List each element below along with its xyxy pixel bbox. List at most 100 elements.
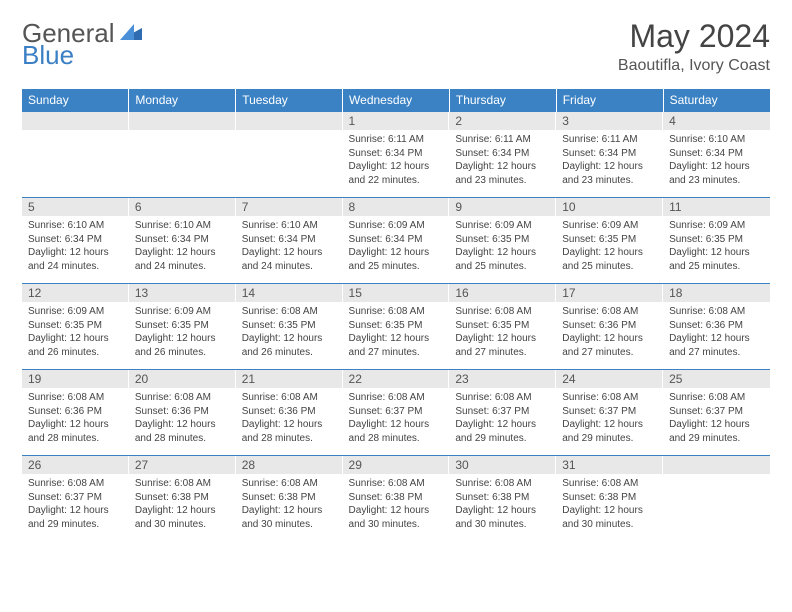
day-details: Sunrise: 6:08 AMSunset: 6:38 PMDaylight:… xyxy=(236,474,343,534)
day-details: Sunrise: 6:08 AMSunset: 6:38 PMDaylight:… xyxy=(449,474,556,534)
day-details: Sunrise: 6:11 AMSunset: 6:34 PMDaylight:… xyxy=(449,130,556,190)
daylight: Daylight: 12 hours and 30 minutes. xyxy=(242,504,337,531)
sunrise: Sunrise: 6:08 AM xyxy=(135,477,230,491)
daylight: Daylight: 12 hours and 30 minutes. xyxy=(349,504,444,531)
day-cell: 26Sunrise: 6:08 AMSunset: 6:37 PMDayligh… xyxy=(22,456,129,542)
daylight: Daylight: 12 hours and 30 minutes. xyxy=(455,504,550,531)
day-details: Sunrise: 6:08 AMSunset: 6:38 PMDaylight:… xyxy=(343,474,450,534)
day-details: Sunrise: 6:09 AMSunset: 6:34 PMDaylight:… xyxy=(343,216,450,276)
sunset: Sunset: 6:36 PM xyxy=(242,405,337,419)
sunset: Sunset: 6:36 PM xyxy=(669,319,764,333)
day-number: 3 xyxy=(556,112,663,130)
day-details: Sunrise: 6:08 AMSunset: 6:35 PMDaylight:… xyxy=(343,302,450,362)
daylight: Daylight: 12 hours and 28 minutes. xyxy=(349,418,444,445)
sunset: Sunset: 6:37 PM xyxy=(28,491,123,505)
sunset: Sunset: 6:36 PM xyxy=(562,319,657,333)
day-cell: 29Sunrise: 6:08 AMSunset: 6:38 PMDayligh… xyxy=(343,456,450,542)
sunset: Sunset: 6:37 PM xyxy=(562,405,657,419)
sunrise: Sunrise: 6:09 AM xyxy=(135,305,230,319)
day-cell xyxy=(663,456,770,542)
sunrise: Sunrise: 6:09 AM xyxy=(455,219,550,233)
daylight: Daylight: 12 hours and 24 minutes. xyxy=(28,246,123,273)
sunset: Sunset: 6:35 PM xyxy=(455,233,550,247)
day-cell: 9Sunrise: 6:09 AMSunset: 6:35 PMDaylight… xyxy=(449,198,556,284)
weekday-row: Sunday Monday Tuesday Wednesday Thursday… xyxy=(22,89,770,112)
day-cell: 28Sunrise: 6:08 AMSunset: 6:38 PMDayligh… xyxy=(236,456,343,542)
day-cell: 21Sunrise: 6:08 AMSunset: 6:36 PMDayligh… xyxy=(236,370,343,456)
logo-icon xyxy=(120,22,142,45)
sunrise: Sunrise: 6:08 AM xyxy=(455,477,550,491)
daylight: Daylight: 12 hours and 29 minutes. xyxy=(562,418,657,445)
week-row: 5Sunrise: 6:10 AMSunset: 6:34 PMDaylight… xyxy=(22,198,770,284)
day-details: Sunrise: 6:09 AMSunset: 6:35 PMDaylight:… xyxy=(663,216,770,276)
day-cell xyxy=(129,112,236,198)
daylight: Daylight: 12 hours and 27 minutes. xyxy=(562,332,657,359)
day-number: 5 xyxy=(22,198,129,216)
day-cell: 2Sunrise: 6:11 AMSunset: 6:34 PMDaylight… xyxy=(449,112,556,198)
sunset: Sunset: 6:37 PM xyxy=(455,405,550,419)
day-number: 27 xyxy=(129,456,236,474)
sunset: Sunset: 6:38 PM xyxy=(455,491,550,505)
sunrise: Sunrise: 6:08 AM xyxy=(242,477,337,491)
sunset: Sunset: 6:34 PM xyxy=(242,233,337,247)
sunset: Sunset: 6:37 PM xyxy=(669,405,764,419)
day-details: Sunrise: 6:08 AMSunset: 6:36 PMDaylight:… xyxy=(22,388,129,448)
daylight: Daylight: 12 hours and 25 minutes. xyxy=(669,246,764,273)
day-number: 8 xyxy=(343,198,450,216)
daylight: Daylight: 12 hours and 29 minutes. xyxy=(455,418,550,445)
sunset: Sunset: 6:35 PM xyxy=(28,319,123,333)
sunset: Sunset: 6:37 PM xyxy=(349,405,444,419)
day-cell: 27Sunrise: 6:08 AMSunset: 6:38 PMDayligh… xyxy=(129,456,236,542)
daylight: Daylight: 12 hours and 27 minutes. xyxy=(349,332,444,359)
day-details: Sunrise: 6:08 AMSunset: 6:37 PMDaylight:… xyxy=(556,388,663,448)
day-details: Sunrise: 6:08 AMSunset: 6:36 PMDaylight:… xyxy=(556,302,663,362)
day-number: 9 xyxy=(449,198,556,216)
sunrise: Sunrise: 6:10 AM xyxy=(28,219,123,233)
daylight: Daylight: 12 hours and 22 minutes. xyxy=(349,160,444,187)
sunrise: Sunrise: 6:08 AM xyxy=(562,391,657,405)
day-number: 25 xyxy=(663,370,770,388)
sunset: Sunset: 6:35 PM xyxy=(349,319,444,333)
sunset: Sunset: 6:34 PM xyxy=(455,147,550,161)
day-number: 13 xyxy=(129,284,236,302)
day-cell: 14Sunrise: 6:08 AMSunset: 6:35 PMDayligh… xyxy=(236,284,343,370)
day-cell: 7Sunrise: 6:10 AMSunset: 6:34 PMDaylight… xyxy=(236,198,343,284)
daylight: Daylight: 12 hours and 24 minutes. xyxy=(135,246,230,273)
weekday-saturday: Saturday xyxy=(663,89,770,112)
day-number: 24 xyxy=(556,370,663,388)
weekday-thursday: Thursday xyxy=(449,89,556,112)
daylight: Daylight: 12 hours and 27 minutes. xyxy=(669,332,764,359)
day-number: 26 xyxy=(22,456,129,474)
daylight: Daylight: 12 hours and 24 minutes. xyxy=(242,246,337,273)
day-number xyxy=(236,112,343,130)
day-details: Sunrise: 6:09 AMSunset: 6:35 PMDaylight:… xyxy=(129,302,236,362)
daylight: Daylight: 12 hours and 25 minutes. xyxy=(349,246,444,273)
sunrise: Sunrise: 6:09 AM xyxy=(349,219,444,233)
day-cell: 1Sunrise: 6:11 AMSunset: 6:34 PMDaylight… xyxy=(343,112,450,198)
day-details: Sunrise: 6:09 AMSunset: 6:35 PMDaylight:… xyxy=(449,216,556,276)
day-cell: 11Sunrise: 6:09 AMSunset: 6:35 PMDayligh… xyxy=(663,198,770,284)
sunrise: Sunrise: 6:11 AM xyxy=(562,133,657,147)
sunrise: Sunrise: 6:08 AM xyxy=(562,477,657,491)
logo-blue: Blue xyxy=(22,40,74,71)
sunrise: Sunrise: 6:08 AM xyxy=(562,305,657,319)
day-number: 1 xyxy=(343,112,450,130)
sunset: Sunset: 6:35 PM xyxy=(135,319,230,333)
day-details: Sunrise: 6:08 AMSunset: 6:36 PMDaylight:… xyxy=(129,388,236,448)
week-row: 12Sunrise: 6:09 AMSunset: 6:35 PMDayligh… xyxy=(22,284,770,370)
day-cell: 25Sunrise: 6:08 AMSunset: 6:37 PMDayligh… xyxy=(663,370,770,456)
day-cell: 17Sunrise: 6:08 AMSunset: 6:36 PMDayligh… xyxy=(556,284,663,370)
sunrise: Sunrise: 6:10 AM xyxy=(135,219,230,233)
sunrise: Sunrise: 6:08 AM xyxy=(669,305,764,319)
daylight: Daylight: 12 hours and 25 minutes. xyxy=(562,246,657,273)
day-cell: 15Sunrise: 6:08 AMSunset: 6:35 PMDayligh… xyxy=(343,284,450,370)
day-cell: 10Sunrise: 6:09 AMSunset: 6:35 PMDayligh… xyxy=(556,198,663,284)
day-number: 11 xyxy=(663,198,770,216)
day-cell: 30Sunrise: 6:08 AMSunset: 6:38 PMDayligh… xyxy=(449,456,556,542)
daylight: Daylight: 12 hours and 25 minutes. xyxy=(455,246,550,273)
sunset: Sunset: 6:34 PM xyxy=(349,147,444,161)
day-cell: 31Sunrise: 6:08 AMSunset: 6:38 PMDayligh… xyxy=(556,456,663,542)
day-number xyxy=(129,112,236,130)
day-details: Sunrise: 6:08 AMSunset: 6:36 PMDaylight:… xyxy=(663,302,770,362)
day-cell: 22Sunrise: 6:08 AMSunset: 6:37 PMDayligh… xyxy=(343,370,450,456)
